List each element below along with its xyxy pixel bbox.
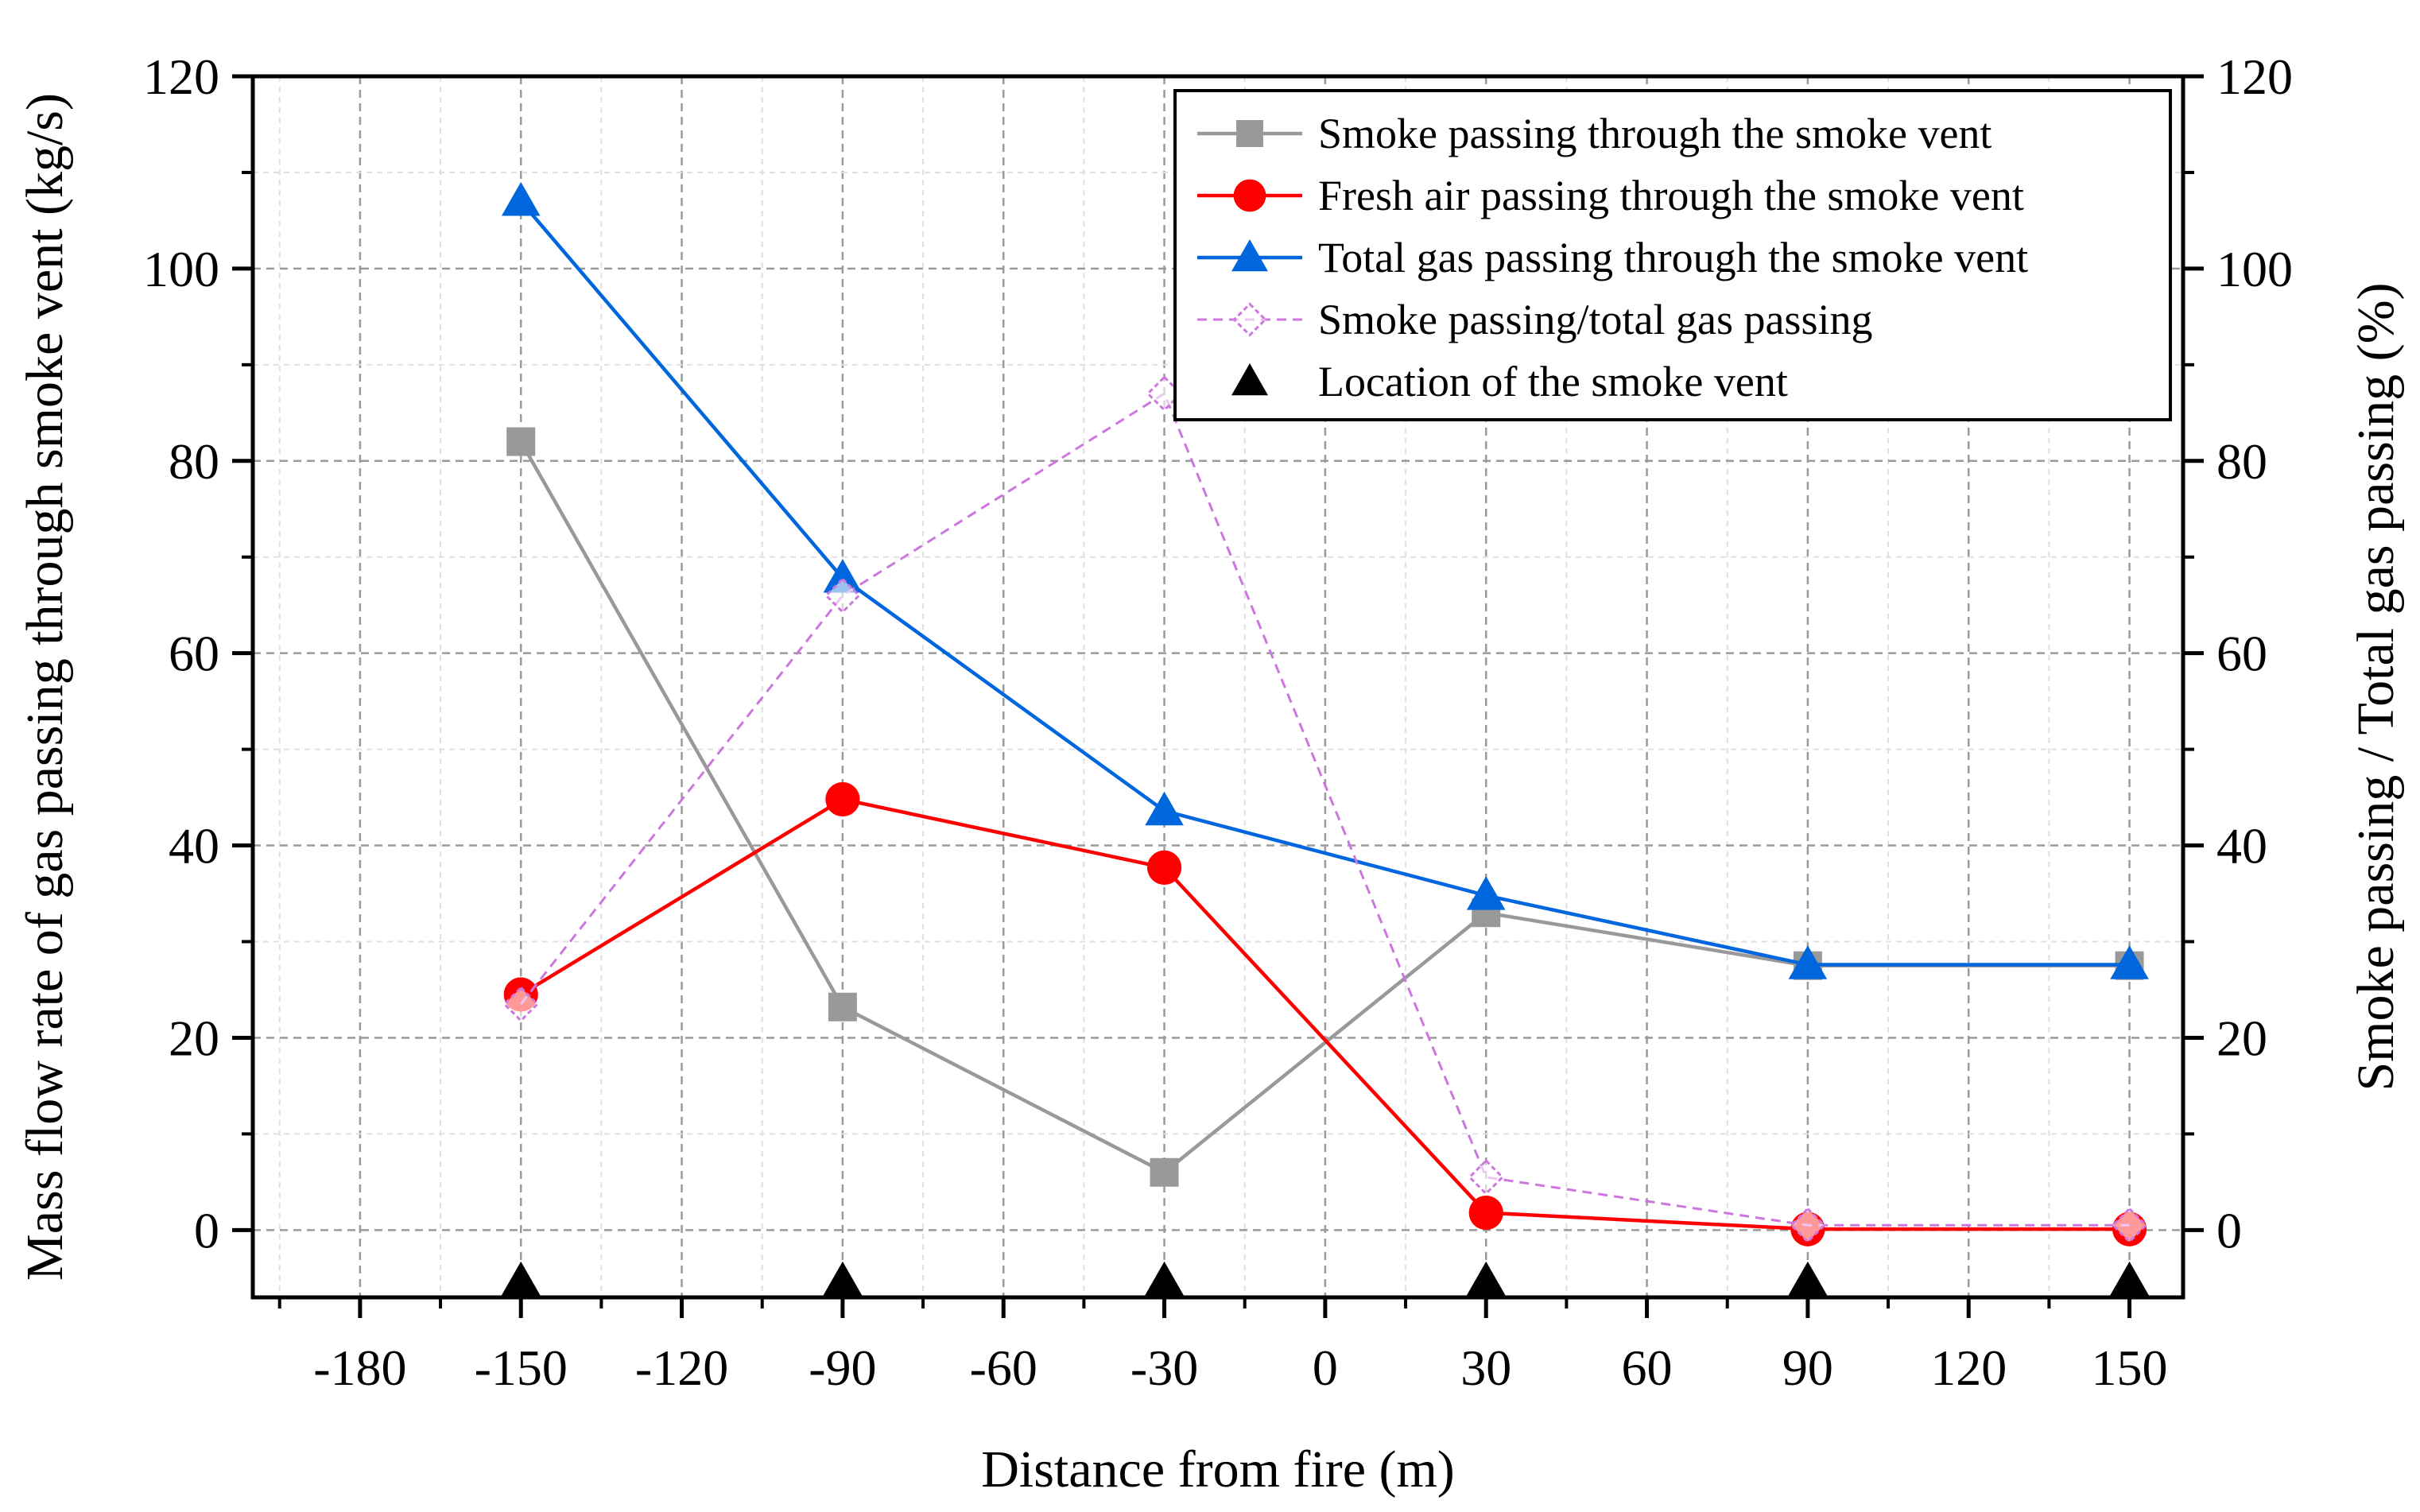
legend-item: Total gas passing through the smoke vent [1197, 234, 2028, 281]
y-axis-label-right: Smoke passing / Total gas passing (%) [2347, 282, 2405, 1091]
y-tick-label-right: 60 [2216, 626, 2267, 682]
legend-item: Smoke passing/total gas passing [1197, 296, 1872, 343]
legend-label: Total gas passing through the smoke vent [1318, 234, 2028, 281]
y-tick-label-left: 0 [194, 1202, 219, 1258]
series-2 [501, 181, 2149, 979]
data-point [1150, 1157, 1179, 1187]
data-point [1790, 1207, 1826, 1244]
legend-marker [1232, 302, 1267, 337]
y-axis-label-left: Mass flow rate of gas passing through sm… [16, 93, 74, 1281]
series-line [520, 797, 2130, 1231]
data-point [1146, 850, 1182, 885]
data-point [828, 992, 857, 1022]
series-4 [499, 1261, 2151, 1300]
y-tick-label-right: 100 [2216, 241, 2293, 297]
data-point [1464, 1261, 1508, 1300]
y-tick-label-left: 40 [169, 818, 219, 874]
legend-item: Location of the smoke vent [1231, 358, 1788, 405]
data-point [2110, 945, 2149, 979]
series-line [519, 200, 2130, 967]
legend-label: Smoke passing through the smoke vent [1318, 110, 1991, 157]
y-tick-label-right: 20 [2216, 1010, 2267, 1066]
legend-label: Location of the smoke vent [1318, 358, 1788, 405]
data-point [506, 427, 536, 456]
data-point [823, 559, 863, 593]
legend-marker [1231, 363, 1268, 396]
y-tick-label-right: 0 [2216, 1202, 2242, 1258]
legend-box [1173, 89, 2172, 421]
legend: Smoke passing through the smoke vent Fres… [1173, 89, 2172, 421]
y-tick-label-right: 80 [2216, 433, 2267, 490]
data-point [1146, 375, 1183, 412]
data-point [824, 577, 861, 614]
data-point [1788, 945, 1828, 979]
legend-label: Smoke passing/total gas passing [1318, 296, 1872, 343]
data-point [501, 181, 541, 216]
x-tick-label: 0 [1313, 1339, 1338, 1396]
x-tick-label: -90 [809, 1339, 876, 1396]
y-tick-label-left: 20 [169, 1010, 219, 1066]
data-point [1468, 1195, 1503, 1231]
series-layer [499, 181, 2151, 1300]
y-tick-label-left: 60 [169, 626, 219, 682]
legend-marker [1231, 239, 1268, 272]
x-tick-label: -180 [313, 1339, 406, 1396]
x-tick-label: 60 [1622, 1339, 1673, 1396]
x-tick-label: 90 [1782, 1339, 1833, 1396]
y-tick-label-left: 80 [169, 433, 219, 490]
series-3 [502, 375, 2148, 1244]
data-point [1466, 876, 1506, 910]
legend-marker [1236, 120, 1263, 147]
x-tick-label: -60 [970, 1339, 1037, 1396]
data-point [825, 781, 860, 817]
x-tick-label: -150 [475, 1339, 568, 1396]
series-line [520, 391, 2130, 1227]
y-tick-label-right: 40 [2216, 818, 2267, 874]
y-tick-label-left: 120 [143, 48, 219, 105]
data-point [1142, 1261, 1186, 1300]
x-tick-label: 30 [1460, 1339, 1511, 1396]
data-point [499, 1261, 543, 1300]
y-tick-label-left: 100 [143, 241, 219, 297]
plot-frame [250, 74, 2185, 1300]
data-point [1145, 791, 1184, 826]
data-point [820, 1261, 864, 1300]
legend-marker [1233, 179, 1266, 212]
x-tick-label: 120 [1930, 1339, 2007, 1396]
legend-item: Fresh air passing through the smoke vent [1197, 172, 2024, 219]
data-point [1468, 1158, 1505, 1196]
x-axis-label: Distance from fire (m) [981, 1440, 1455, 1498]
legend-item: Smoke passing through the smoke vent [1197, 110, 1991, 157]
data-point [2108, 1261, 2151, 1300]
data-point [2111, 1207, 2148, 1244]
axes: -180 -150 -120 -90 -60 -30 0 30 60 90 120 150 0 0 20 20… [143, 48, 2293, 1396]
y-tick-label-right: 120 [2216, 48, 2293, 105]
x-tick-label: 150 [2092, 1339, 2168, 1396]
data-point [502, 986, 540, 1022]
data-point [1786, 1261, 1829, 1300]
x-tick-label: -30 [1130, 1339, 1198, 1396]
legend-label: Fresh air passing through the smoke vent [1318, 172, 2024, 219]
x-tick-label: -120 [635, 1339, 728, 1396]
